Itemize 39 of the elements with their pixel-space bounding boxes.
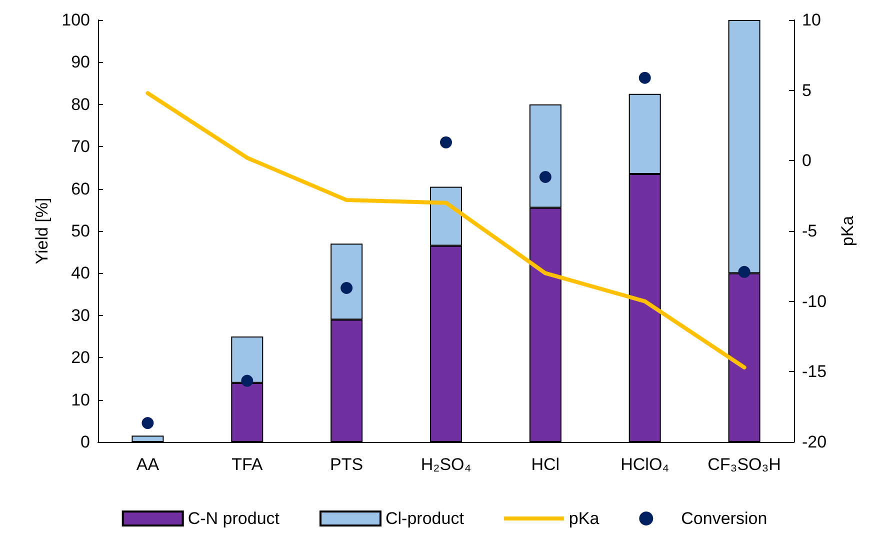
y2-tick-label: -20 [802, 432, 827, 452]
x-tick-label: H₂SO₄ [420, 455, 472, 474]
y-tick-label: 60 [71, 179, 90, 198]
point [638, 72, 651, 84]
x-tick-label: CF₃SO₃H [708, 455, 781, 474]
x-tick-label: HCl [531, 455, 560, 474]
point [440, 136, 452, 148]
point [539, 170, 552, 183]
y-tick-label: 20 [71, 348, 90, 368]
y2-tick-label: -5 [802, 222, 818, 240]
y2-tick-label: 0 [802, 151, 812, 170]
y2-axis-title: pKa [838, 215, 857, 246]
y2-tick-label: -10 [802, 292, 827, 311]
point [340, 282, 353, 294]
point [142, 417, 154, 430]
y-axis-title: Yield [%] [32, 198, 52, 264]
legend-label: Cl-product [385, 509, 464, 528]
y-tick-label: 80 [71, 94, 90, 114]
y-tick-label: 30 [71, 306, 90, 325]
point [241, 374, 254, 387]
y2-tick-label: 10 [802, 10, 821, 30]
legend-label: C-N product [188, 509, 280, 528]
y2-tick-label: 5 [802, 80, 812, 100]
line-series [146, 91, 746, 370]
legend-label: pKa [568, 509, 600, 528]
legend-label: Conversion [681, 509, 768, 528]
point [738, 266, 750, 278]
y-tick-label: 70 [71, 137, 90, 156]
x-tick-label: TFA [232, 455, 264, 474]
y-tick-label: 40 [71, 264, 90, 283]
y2-tick-label: -15 [802, 362, 827, 382]
x-tick-label: PTS [330, 455, 364, 474]
y-tick-label: 0 [80, 432, 90, 452]
y-tick-label: 100 [62, 10, 90, 30]
y-tick-label: 90 [71, 52, 90, 72]
y-tick-label: 10 [71, 390, 90, 410]
x-tick-label: AA [136, 455, 160, 474]
x-tick-label: HClO₄ [620, 455, 670, 474]
y-tick-label: 50 [71, 222, 90, 240]
